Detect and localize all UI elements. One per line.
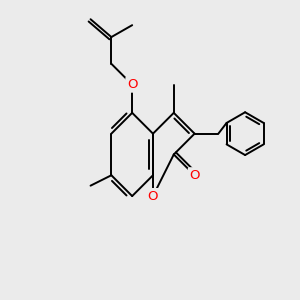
Text: O: O bbox=[189, 169, 200, 182]
Text: O: O bbox=[148, 190, 158, 202]
Text: O: O bbox=[127, 78, 137, 91]
